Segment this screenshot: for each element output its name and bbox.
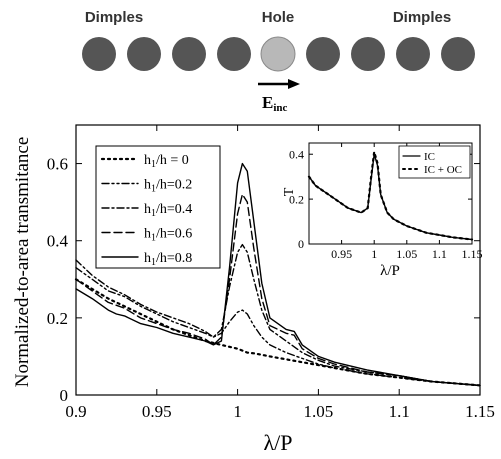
legend-label: h1/h = 0 bbox=[144, 153, 189, 170]
series-line bbox=[75, 267, 481, 387]
legend-label: h1/h=0.4 bbox=[144, 202, 192, 219]
legend-label: h1/h=0.6 bbox=[144, 227, 192, 244]
series-line bbox=[75, 193, 481, 387]
dimple-circle bbox=[127, 37, 161, 71]
dimple-circle bbox=[82, 37, 116, 71]
legend-label: IC + OC bbox=[424, 164, 462, 176]
x-tick-label: 1 bbox=[233, 402, 242, 421]
legend-label: IC bbox=[424, 151, 435, 163]
hole-circle bbox=[260, 36, 296, 72]
series-line bbox=[75, 243, 481, 387]
label-dimples-left: Dimples bbox=[85, 9, 143, 26]
dimple-circle bbox=[396, 37, 430, 71]
x-tick-label: 0.95 bbox=[331, 247, 352, 261]
x-tick-label: 1.05 bbox=[396, 247, 417, 261]
main-chart: 0.9 0.95 1 1.05 1.1 1.15 0 0.2 0.4 0.6 λ/P Normal… bbox=[12, 124, 495, 455]
label-hole: Hole bbox=[262, 9, 295, 26]
y-tick-label: 0.6 bbox=[47, 155, 68, 174]
dimple-circle bbox=[172, 37, 206, 71]
main-y-axis-label: Normalized-to-area transmitance bbox=[12, 137, 33, 388]
main-series bbox=[74, 162, 482, 387]
y-tick-label: 0.2 bbox=[47, 309, 68, 328]
dimple-circle bbox=[217, 37, 251, 71]
label-dimples-right: Dimples bbox=[393, 9, 451, 26]
y-tick-label: 0 bbox=[60, 386, 69, 405]
x-tick-label: 0.9 bbox=[65, 402, 86, 421]
schematic: Dimples Hole Dimples Einc bbox=[82, 9, 475, 114]
x-tick-label: 1.15 bbox=[465, 402, 495, 421]
legend-label: h1/h=0.8 bbox=[144, 251, 192, 268]
x-tick-label: 1.15 bbox=[462, 247, 483, 261]
inset-legend-box bbox=[398, 145, 471, 179]
x-tick-label: 1 bbox=[371, 247, 377, 261]
main-legend-box bbox=[95, 145, 221, 269]
y-tick-label: 0.4 bbox=[289, 147, 304, 161]
inset-y-axis-label: T bbox=[282, 187, 297, 196]
inset-ticks: 0.95 1 1.05 1.1 1.15 0 0.2 0.4 bbox=[289, 143, 483, 261]
x-tick-label: 1.1 bbox=[389, 402, 410, 421]
dimple-circle bbox=[441, 37, 475, 71]
legend-label: h1/h=0.2 bbox=[144, 178, 192, 195]
x-tick-label: 1.1 bbox=[432, 247, 447, 261]
main-legend: h1/h = 0 h1/h=0.2 h1/h=0.4 h1/h=0.6 h1/h=0.8 bbox=[95, 145, 221, 269]
series-line bbox=[75, 162, 481, 387]
x-tick-label: 1.05 bbox=[304, 402, 334, 421]
inset-series bbox=[307, 150, 474, 241]
main-x-axis-label: λ/P bbox=[263, 430, 292, 455]
x-tick-label: 0.95 bbox=[142, 402, 172, 421]
y-tick-label: 0.2 bbox=[289, 192, 304, 206]
y-tick-label: 0.4 bbox=[47, 232, 69, 251]
dimple-circle bbox=[306, 37, 340, 71]
field-label: Einc bbox=[262, 93, 288, 114]
series-line bbox=[74, 278, 482, 387]
inset-x-axis-label: λ/P bbox=[380, 263, 400, 279]
series-line bbox=[307, 150, 474, 241]
y-tick-label: 0 bbox=[298, 237, 304, 251]
main-ticks: 0.9 0.95 1 1.05 1.1 1.15 0 0.2 0.4 0.6 bbox=[47, 125, 495, 421]
arrow-right-icon bbox=[258, 79, 300, 89]
dimple-circle bbox=[351, 37, 385, 71]
